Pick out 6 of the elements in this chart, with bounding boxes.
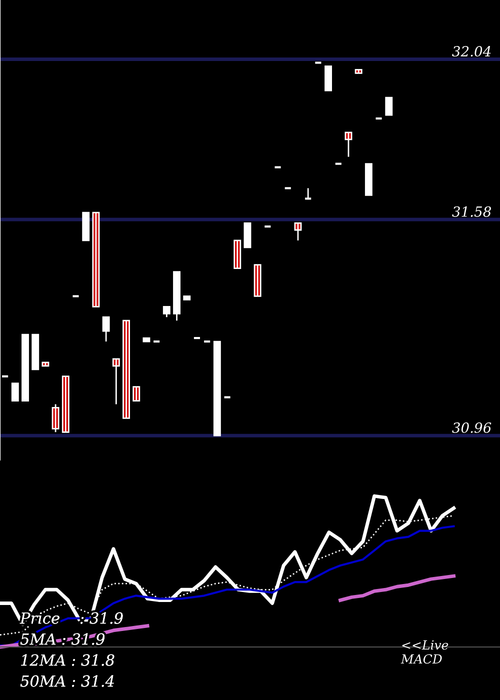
text: 12MA : 31.8: [21, 654, 114, 666]
annotation: <<Live MACD: [400, 640, 448, 664]
y-tick-label: 30.96: [452, 422, 492, 433]
y-tick-label: 32.04: [452, 46, 491, 57]
y-tick-label: 31.58: [452, 206, 491, 217]
text: 50MA : 31.4: [20, 675, 114, 687]
